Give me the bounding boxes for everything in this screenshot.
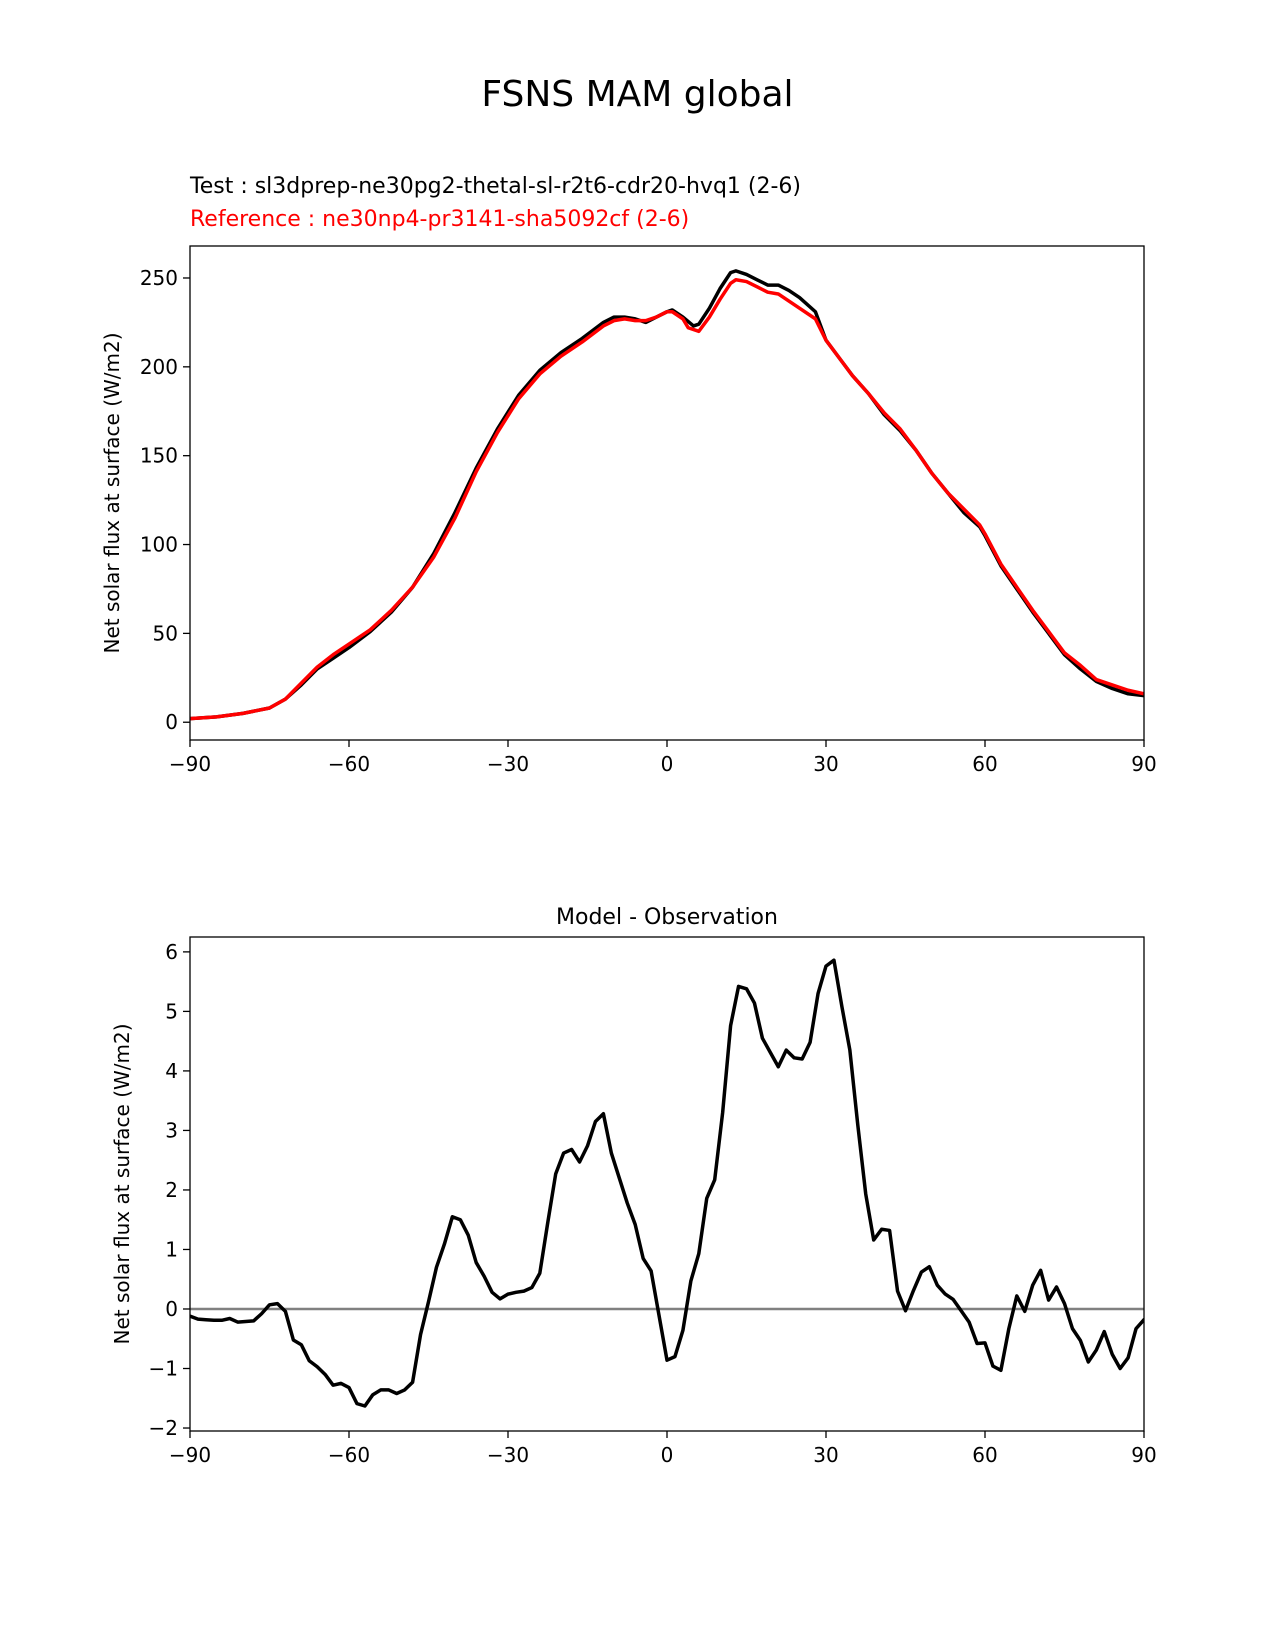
x-tick-label: −90 xyxy=(169,752,211,776)
x-tick-label: 30 xyxy=(813,752,838,776)
x-tick-label: −30 xyxy=(487,752,529,776)
x-tick-label: −30 xyxy=(487,1443,529,1467)
y-tick-label: 5 xyxy=(165,999,178,1023)
x-tick-label: 0 xyxy=(661,752,674,776)
y-axis-label: Net solar flux at surface (W/m2) xyxy=(110,1023,134,1344)
y-tick-label: 3 xyxy=(165,1118,178,1142)
y-tick-label: 6 xyxy=(165,940,178,964)
reference-label: Reference : ne30np4-pr3141-sha5092cf (2-… xyxy=(190,207,690,232)
y-tick-label: 1 xyxy=(165,1237,178,1261)
y-tick-label: 100 xyxy=(140,533,178,557)
plot-frame xyxy=(189,245,1145,741)
x-tick-label: −60 xyxy=(328,1443,370,1467)
x-tick-label: 60 xyxy=(972,1443,997,1467)
x-tick-label: 90 xyxy=(1131,752,1156,776)
y-tick-label: 150 xyxy=(140,444,178,468)
y-tick-label: −2 xyxy=(149,1416,178,1440)
figure-title: FSNS MAM global xyxy=(481,74,794,115)
y-tick-label: 2 xyxy=(165,1178,178,1202)
x-tick-label: 90 xyxy=(1131,1443,1156,1467)
x-tick-label: 0 xyxy=(661,1443,674,1467)
test-label: Test : sl3dprep-ne30pg2-thetal-sl-r2t6-c… xyxy=(190,174,801,199)
x-tick-label: −90 xyxy=(169,1443,211,1467)
y-tick-label: 50 xyxy=(153,621,178,645)
x-tick-label: 60 xyxy=(972,752,997,776)
chart-2: −90 −60 −30 0 30 60 90 −2 −1 0 1 2 3 4 5 6 Net solar flu… xyxy=(110,905,1157,1467)
series-line-2 xyxy=(190,278,1144,721)
chart-1: −90 −60 −30 0 30 60 90 0 50 100 150 200 250 Net solar… xyxy=(100,245,1157,776)
x-tick-label: −60 xyxy=(328,752,370,776)
y-tick-label: 250 xyxy=(140,266,178,290)
y-tick-label: 200 xyxy=(140,355,178,379)
series-line-1 xyxy=(190,269,1144,721)
y-axis-label: Net solar flux at surface (W/m2) xyxy=(100,332,124,653)
y-tick-label: 4 xyxy=(165,1059,178,1083)
series-line-1 xyxy=(190,958,1144,1408)
y-tick-label: 0 xyxy=(165,710,178,734)
chart-title: Model - Observation xyxy=(556,905,778,930)
y-tick-label: −1 xyxy=(149,1357,178,1381)
x-tick-label: 30 xyxy=(813,1443,838,1467)
y-tick-label: 0 xyxy=(165,1297,178,1321)
